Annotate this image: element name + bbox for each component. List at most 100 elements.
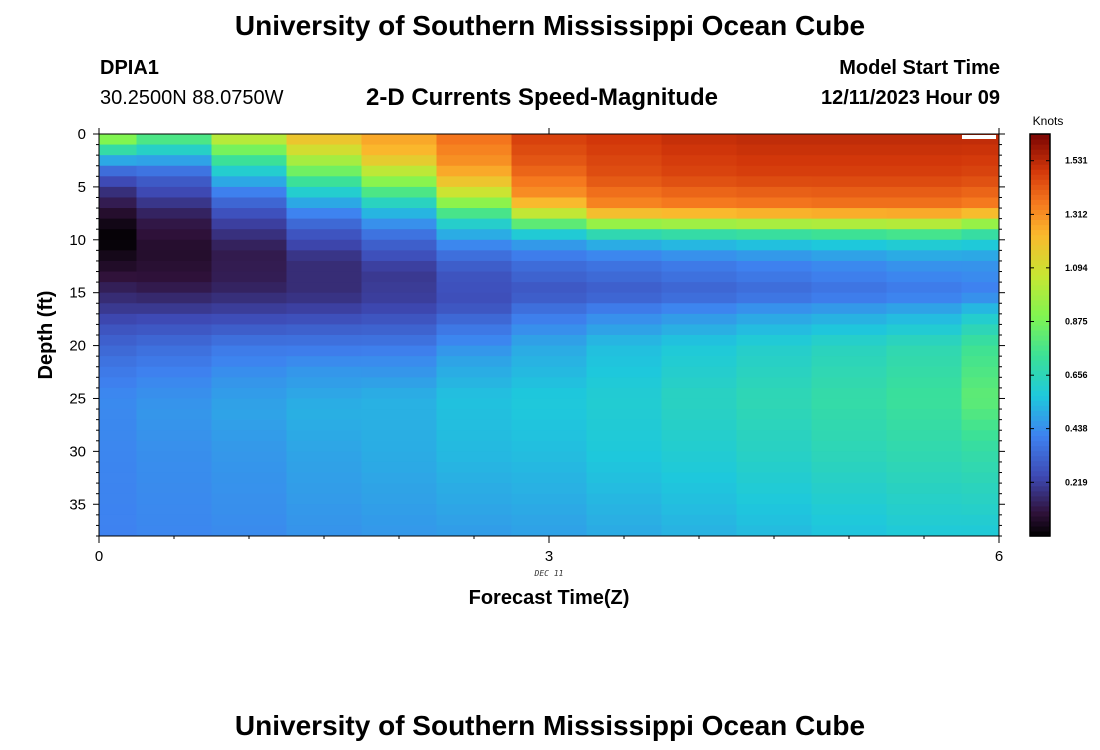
heatmap-cell [961, 271, 1000, 283]
colorbar-segment [1030, 445, 1050, 452]
heatmap-cell [99, 208, 137, 220]
colorbar-segment [1030, 234, 1050, 241]
heatmap-cell [286, 229, 362, 241]
heatmap-cell [811, 208, 887, 220]
heatmap-cell [811, 398, 887, 410]
heatmap-cell [211, 419, 287, 431]
heatmap-cell [886, 303, 962, 315]
heatmap-cell [886, 250, 962, 262]
heatmap-cell [586, 313, 662, 325]
heatmap-cell [286, 144, 362, 156]
heatmap-cell [211, 324, 287, 336]
heatmap-cell [886, 134, 962, 146]
heatmap-cell [961, 176, 1000, 188]
colorbar-segment [1030, 360, 1050, 366]
heatmap-cell [136, 366, 212, 378]
heatmap-cell [661, 493, 737, 505]
heatmap-cell [361, 229, 437, 241]
heatmap-cell [586, 186, 662, 198]
heatmap-cell [99, 398, 137, 410]
heatmap-cell [99, 493, 137, 505]
colorbar-segment [1030, 420, 1050, 427]
heatmap-cell [436, 260, 512, 273]
heatmap-cell [886, 282, 962, 294]
heatmap-cell [511, 324, 587, 336]
heatmap-cell [961, 292, 1000, 304]
heatmap-cell [586, 409, 662, 421]
heatmap-cell [211, 292, 287, 304]
heatmap-cell [211, 250, 287, 262]
heatmap-cell [661, 409, 737, 421]
heatmap-cell [961, 451, 1000, 463]
heatmap-cell [211, 303, 287, 315]
heatmap-cell [211, 134, 287, 146]
heatmap-cell [886, 271, 962, 283]
heatmap-cell [211, 451, 287, 463]
heatmap-cell [436, 377, 512, 389]
heatmap-cell [586, 366, 662, 378]
heatmap-cell [211, 208, 287, 220]
colorbar-tick-label: 0.438 [1065, 424, 1088, 434]
heatmap-cell [586, 335, 662, 347]
heatmap-cell [99, 472, 137, 484]
heatmap-cell [211, 387, 287, 399]
heatmap-cell [961, 525, 1000, 537]
heatmap-cell [211, 197, 287, 209]
heatmap-cell [286, 366, 362, 378]
heatmap-cell [811, 419, 887, 431]
heatmap-cell [586, 377, 662, 389]
heatmap-cell [99, 260, 137, 273]
heatmap-cell [436, 504, 512, 516]
heatmap-cell [586, 165, 662, 177]
heatmap-cell [736, 472, 812, 484]
heatmap-cell [286, 218, 362, 230]
heatmap-cell [136, 208, 212, 220]
colorbar-segment [1030, 274, 1050, 281]
x-tick-label: 6 [995, 548, 1003, 565]
heatmap-cell [436, 324, 512, 336]
heatmap-cell [511, 493, 587, 505]
heatmap-cell [736, 144, 812, 156]
colorbar-segment [1030, 249, 1050, 256]
heatmap-cell [361, 218, 437, 230]
heatmap-cell [661, 197, 737, 209]
heatmap-cell [661, 250, 737, 262]
heatmap-cell [211, 144, 287, 156]
colorbar-segment [1030, 164, 1050, 170]
heatmap-cell [286, 282, 362, 294]
heatmap-cell [961, 197, 1000, 209]
colorbar-segment [1030, 515, 1050, 522]
heatmap-cell [436, 440, 512, 452]
heatmap-cell [136, 387, 212, 399]
heatmap-cell [811, 504, 887, 516]
y-tick-label: 10 [69, 232, 86, 249]
colorbar-segment [1030, 214, 1050, 221]
heatmap-cell [661, 282, 737, 294]
heatmap-cell [286, 176, 362, 188]
heatmap-cell [99, 250, 137, 262]
colorbar-segment [1030, 244, 1050, 251]
heatmap-cell [361, 282, 437, 294]
heatmap-cell [211, 229, 287, 241]
heatmap-cell [811, 525, 887, 537]
heatmap-cell [99, 409, 137, 421]
heatmap-cell [586, 461, 662, 474]
colorbar-segment [1030, 495, 1050, 502]
heatmap-cell [661, 345, 737, 357]
heatmap-cell [586, 208, 662, 220]
heatmap-cell [811, 409, 887, 421]
heatmap-cell [511, 197, 587, 209]
heatmap-cell [886, 324, 962, 336]
heatmap-cell [736, 451, 812, 463]
colorbar-unit: Knots [1033, 114, 1064, 128]
heatmap-cell [886, 504, 962, 516]
colorbar-segment [1030, 279, 1050, 286]
heatmap-cell [661, 504, 737, 516]
colorbar-segment [1030, 304, 1050, 311]
heatmap-cell [661, 440, 737, 452]
heatmap-cell [99, 303, 137, 315]
colorbar-segment [1030, 430, 1050, 437]
heatmap-cell [286, 260, 362, 273]
heatmap-cell [136, 239, 212, 251]
